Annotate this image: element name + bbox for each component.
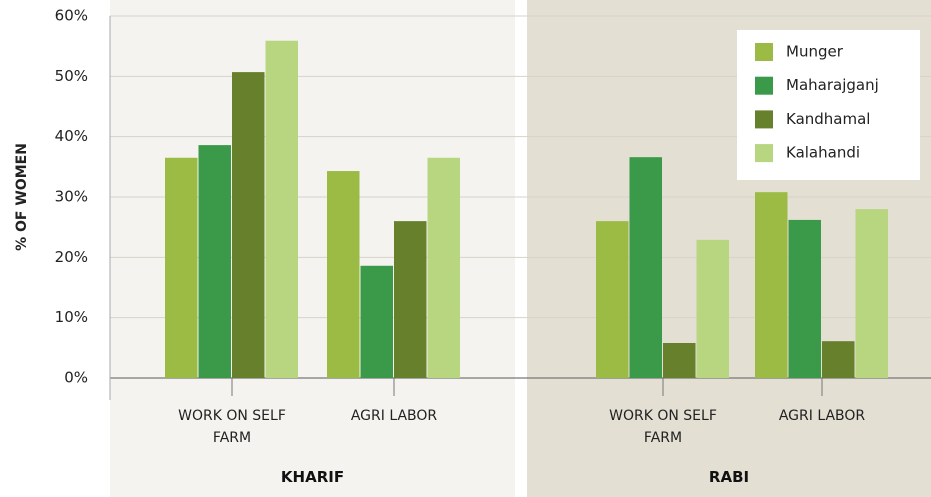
y-tick-label: 60% [55, 7, 88, 25]
legend-label: Munger [786, 43, 844, 61]
bar [165, 157, 198, 378]
y-tick-label: 30% [55, 188, 88, 206]
bar [822, 341, 855, 378]
bar [427, 157, 460, 378]
bar [265, 40, 298, 379]
bar [855, 209, 888, 378]
y-tick-label: 10% [55, 308, 88, 326]
legend-swatch [755, 144, 773, 163]
y-tick-label: 20% [55, 248, 88, 266]
bar [663, 343, 696, 378]
x-tick-label: AGRI LABOR [778, 408, 866, 424]
x-tick-label: AGRI LABOR [350, 408, 438, 424]
x-tick-label: WORK ON SELF FARM [178, 408, 286, 446]
bar [360, 265, 393, 378]
legend-swatch [755, 110, 773, 129]
group-label: KHARIF [280, 468, 345, 486]
legend-label: Kandhamal [786, 110, 870, 128]
bar [788, 219, 821, 378]
x-tick-label: WORK ON SELF FARM [609, 408, 717, 446]
legend-swatch [755, 76, 773, 95]
group-label: RABI [708, 468, 750, 486]
legend-label: Kalahandi [786, 144, 860, 162]
legend-label: Maharajganj [786, 76, 879, 94]
y-tick-label: 40% [55, 127, 88, 145]
bar [327, 171, 360, 378]
bar [696, 239, 729, 378]
bar [198, 145, 231, 378]
bar [394, 221, 427, 378]
y-tick-label: 50% [55, 67, 88, 85]
bar [232, 72, 265, 379]
legend-swatch [755, 43, 773, 61]
y-axis-label: % OF WOMEN [14, 143, 30, 251]
bar [629, 157, 662, 378]
bar [596, 221, 629, 378]
y-tick-label: 0% [64, 369, 88, 387]
bar [755, 192, 788, 378]
